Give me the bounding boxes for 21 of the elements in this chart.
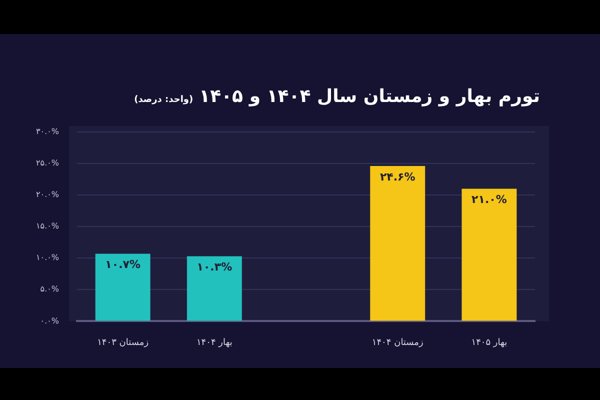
data-label: ۲۱.۰% — [472, 193, 507, 206]
y-tick-label: ۲۰.۰% — [36, 190, 60, 200]
y-tick-label: ۵.۰% — [40, 284, 60, 294]
data-label: ۲۴.۶% — [380, 170, 416, 184]
bar — [186, 256, 242, 321]
y-tick-label: ۳۰.۰% — [36, 127, 60, 136]
y-tick-label: ۱۵.۰% — [36, 222, 60, 231]
x-tick-label: زمستان ۱۴۰۴ — [372, 338, 424, 348]
chart-title: تورم بهار و زمستان سال ۱۴۰۴ و ۱۴۰۵ — [199, 86, 540, 107]
bar — [370, 166, 426, 321]
bar — [462, 188, 517, 321]
y-tick-label: ۲۵.۰% — [36, 158, 60, 168]
bar — [95, 254, 150, 321]
y-tick-label: ۰.۰% — [40, 316, 60, 326]
x-tick-label: زمستان ۱۴۰۳ — [97, 338, 149, 348]
data-label: ۱۰.۳% — [196, 260, 232, 274]
data-label: ۱۰.۷% — [105, 258, 141, 272]
x-tick-label: بهار ۱۴۰۵ — [471, 338, 508, 348]
chart-subtitle: (واحد: درصد) — [134, 95, 194, 105]
x-tick-label: بهار ۱۴۰۴ — [196, 338, 232, 348]
y-tick-label: ۱۰.۰% — [36, 253, 60, 262]
